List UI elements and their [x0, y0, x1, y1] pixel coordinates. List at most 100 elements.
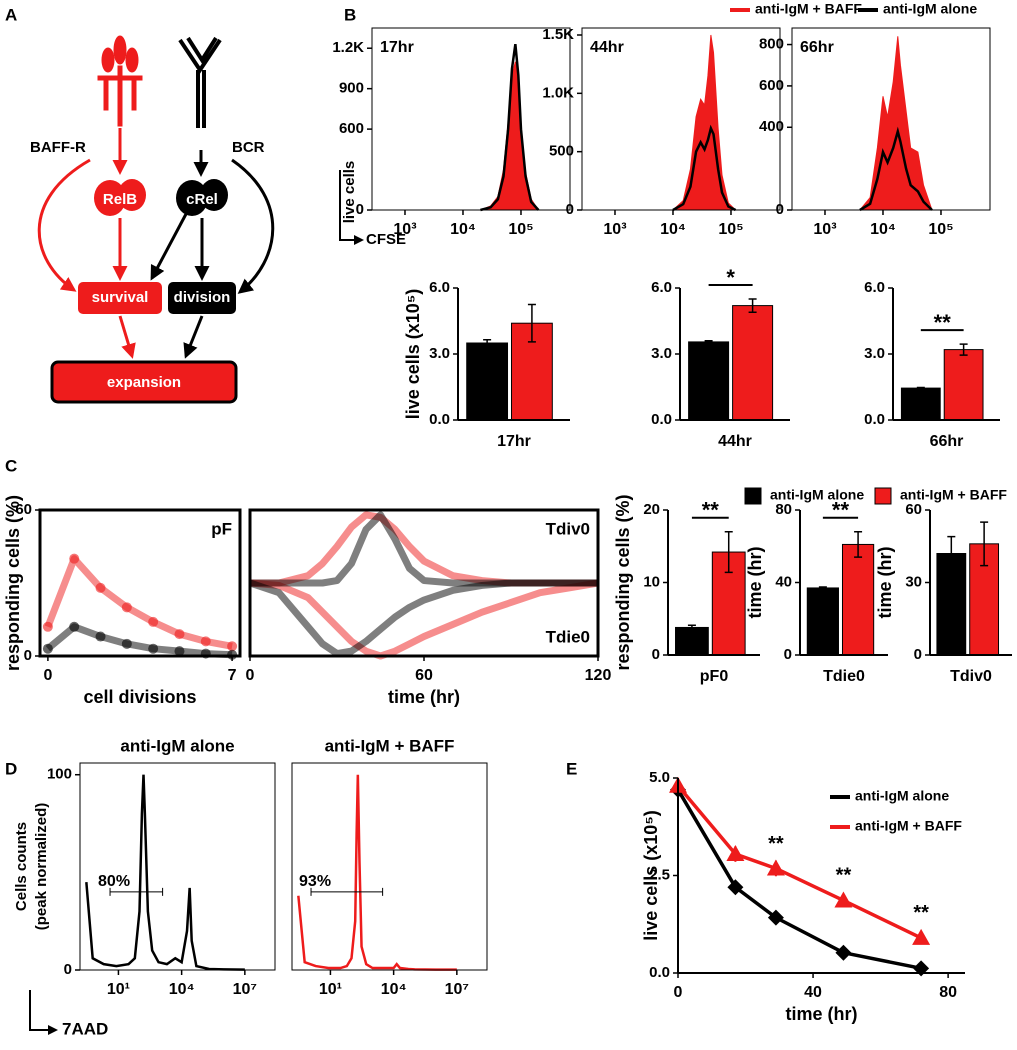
category-label: pF0 [700, 668, 729, 685]
y-axis-label: responding cells (%) [3, 495, 23, 671]
baff-r-icon [97, 35, 143, 127]
y-axis-label: Cells counts [13, 822, 30, 911]
x-tick-label: 40 [804, 984, 822, 1001]
series-line [249, 579, 599, 660]
panel-label: A [5, 5, 17, 24]
x-tick-label: 60 [415, 667, 433, 684]
legend-label: anti-IgM alone [883, 1, 977, 17]
marker [69, 553, 80, 564]
y-tick-label: 0 [914, 646, 922, 663]
y-tick-label: 10 [643, 573, 660, 590]
y-tick-label: 1.2K [332, 39, 364, 56]
histogram-area [858, 36, 933, 211]
x-tick-label: 10⁷ [445, 981, 469, 998]
significance: ** [913, 902, 929, 924]
y-tick-label: 20 [643, 501, 660, 518]
bar [943, 349, 984, 421]
category-label: 66hr [930, 433, 964, 450]
chart-title: 44hr [590, 39, 624, 56]
error-bar [947, 535, 956, 572]
gate [310, 887, 384, 896]
gate [109, 887, 164, 896]
x-tick-label: 10⁴ [169, 981, 195, 998]
error-bar [704, 340, 713, 344]
y-tick-label: 3.0 [864, 345, 885, 362]
y-tick-label: 600 [339, 120, 364, 137]
y-tick-label: 6.0 [864, 279, 885, 296]
division-box [168, 282, 236, 314]
plot-frame [791, 27, 991, 211]
marker [121, 602, 132, 613]
y-tick-label: 600 [759, 77, 784, 94]
expansion-box [50, 360, 238, 404]
y-tick-label: 0 [784, 646, 792, 663]
histogram-line [672, 124, 737, 212]
marker [727, 879, 744, 896]
gate-label: 80% [98, 873, 130, 890]
y-tick-label: 40 [775, 573, 792, 590]
series-line [676, 784, 922, 940]
crel-shape [200, 179, 228, 211]
bar [841, 543, 875, 656]
bar [688, 341, 730, 421]
x-tick-label: 10⁷ [233, 981, 257, 998]
significance: ** [832, 498, 850, 523]
legend-label: anti-IgM alone [855, 788, 949, 804]
axis-label: 7AAD [62, 1019, 108, 1038]
error-bar [527, 303, 536, 343]
axis-label: live cells [341, 161, 358, 224]
y-tick-label: 100 [47, 766, 72, 783]
x-tick-label: 7 [228, 667, 237, 684]
marker [835, 944, 852, 961]
panel-label: C [5, 456, 17, 475]
y-tick-label: 3.0 [429, 345, 450, 362]
crel-shape [176, 180, 208, 216]
marker [42, 643, 53, 654]
y-tick-label: 6.0 [429, 279, 450, 296]
y-axis-label: (peak normalized) [33, 803, 50, 931]
marker [69, 621, 80, 632]
bcr-icon [178, 36, 222, 128]
series-line [44, 555, 233, 650]
node-label: BAFF-R [30, 139, 86, 156]
y-tick-label: 900 [339, 80, 364, 97]
plot-frame [371, 27, 571, 211]
marker [174, 646, 185, 657]
marker [227, 641, 238, 652]
y-tick-label: 30 [905, 573, 922, 590]
error-bar [959, 343, 968, 356]
error-bar [980, 521, 989, 567]
legend-swatch [744, 487, 762, 505]
y-axis-label: live cells (x10⁵) [403, 289, 423, 420]
category-label: 44hr [718, 433, 752, 450]
x-tick-label: 0 [674, 984, 683, 1001]
y-tick-label: 0.0 [864, 411, 885, 428]
legend-swatch [874, 487, 892, 505]
marker [767, 909, 784, 926]
y-tick-label: 60 [15, 501, 32, 518]
relb-shape [94, 180, 126, 216]
marker [834, 891, 853, 908]
bar [675, 626, 709, 656]
category-label: 17hr [497, 433, 531, 450]
bar [900, 387, 941, 421]
bar [466, 342, 509, 421]
marker [766, 859, 785, 876]
y-tick-label: 0.0 [429, 411, 450, 428]
error-bar [687, 624, 696, 631]
x-axis-label: cell divisions [83, 687, 196, 707]
y-tick-label: 0 [24, 647, 32, 664]
x-tick-label: 10³ [603, 221, 626, 238]
y-tick-label: 0.0 [649, 964, 670, 981]
y-tick-label: 80 [775, 501, 792, 518]
x-tick-label: 10⁵ [508, 221, 533, 238]
annotation: pF [211, 519, 232, 538]
node-label: survival [92, 289, 149, 306]
node-label: division [174, 289, 231, 306]
y-axis-label: responding cells (%) [613, 494, 633, 670]
y-tick-label: 0 [566, 201, 574, 218]
bar [806, 587, 839, 656]
chart-title: 17hr [380, 39, 414, 56]
legend-label: anti-IgM + BAFF [855, 818, 962, 834]
x-tick-label: 10¹ [107, 981, 130, 998]
